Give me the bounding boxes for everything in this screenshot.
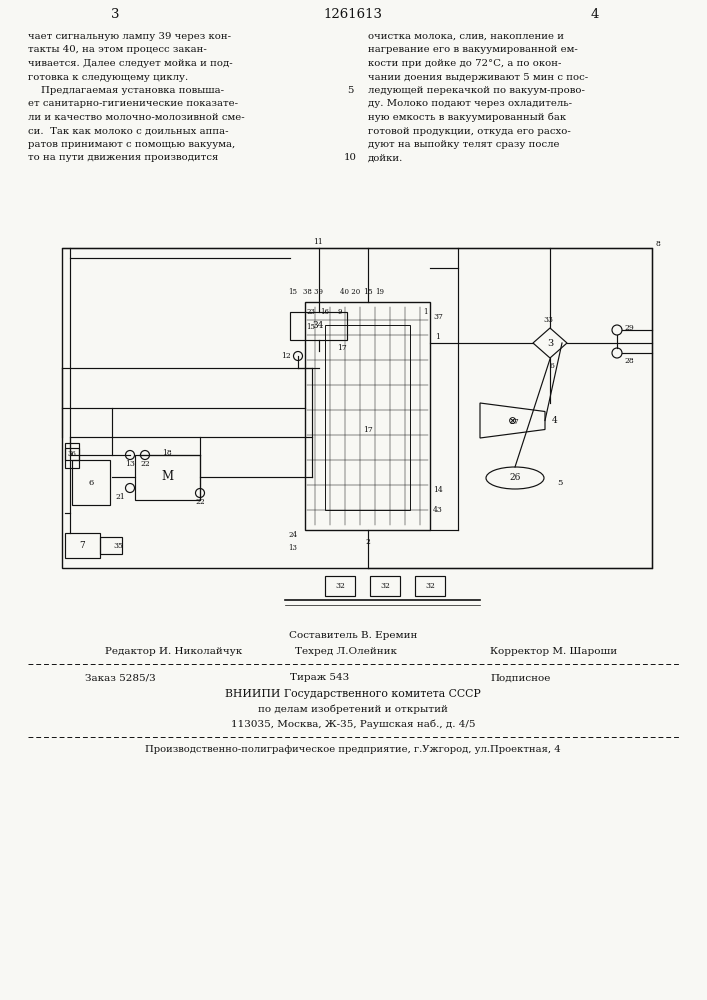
- Text: 8: 8: [655, 240, 660, 248]
- Bar: [325, 576, 355, 596]
- Bar: [325, 325, 410, 510]
- Text: 18: 18: [162, 449, 172, 457]
- Text: 5: 5: [557, 479, 563, 487]
- Bar: [370, 576, 400, 596]
- Text: то на пути движения производится: то на пути движения производится: [28, 153, 218, 162]
- Text: 2: 2: [365, 538, 370, 546]
- Text: 37: 37: [433, 313, 443, 321]
- Bar: [72, 460, 110, 505]
- Text: 11: 11: [314, 238, 323, 246]
- Text: 32: 32: [425, 582, 435, 590]
- Text: ную емкость в вакуумированный бак: ную емкость в вакуумированный бак: [368, 113, 566, 122]
- Text: си.  Так как молоко с доильных аппа-: си. Так как молоко с доильных аппа-: [28, 126, 228, 135]
- Text: Тираж 543: Тираж 543: [290, 674, 349, 682]
- Text: 22: 22: [140, 460, 150, 468]
- Text: Редактор И. Николайчук: Редактор И. Николайчук: [105, 647, 243, 656]
- Text: 4: 4: [552, 416, 558, 425]
- Bar: [100, 537, 122, 554]
- Text: чает сигнальную лампу 39 через кон-: чает сигнальную лампу 39 через кон-: [28, 32, 231, 41]
- Text: 7: 7: [79, 542, 85, 550]
- Text: 1: 1: [423, 308, 427, 316]
- Bar: [65, 533, 100, 558]
- Text: 5: 5: [347, 86, 354, 95]
- Text: 13: 13: [288, 544, 298, 552]
- Text: готовой продукции, откуда его расхо-: готовой продукции, откуда его расхо-: [368, 126, 571, 135]
- Text: 16: 16: [320, 308, 329, 316]
- Text: ратов принимают с помощью вакуума,: ратов принимают с помощью вакуума,: [28, 140, 235, 149]
- Text: 3: 3: [547, 338, 553, 348]
- Text: ВНИИПИ Государственного комитета СССР: ВНИИПИ Государственного комитета СССР: [225, 689, 481, 699]
- Text: 3: 3: [111, 8, 119, 21]
- Text: 1261613: 1261613: [324, 8, 382, 21]
- Bar: [135, 455, 200, 500]
- Text: 24: 24: [288, 531, 298, 539]
- Text: 10: 10: [344, 153, 356, 162]
- Text: 36: 36: [68, 450, 76, 458]
- Text: Техред Л.Олейник: Техред Л.Олейник: [295, 647, 397, 656]
- Text: ли и качество молочно-молозивной сме-: ли и качество молочно-молозивной сме-: [28, 113, 245, 122]
- Text: готовка к следующему циклу.: готовка к следующему циклу.: [28, 73, 188, 82]
- Text: Предлагаемая установка повыша-: Предлагаемая установка повыша-: [28, 86, 224, 95]
- Text: 26: 26: [509, 474, 520, 483]
- Text: 21: 21: [115, 493, 125, 501]
- Text: 33: 33: [543, 316, 553, 324]
- Text: 6: 6: [549, 362, 554, 370]
- Text: ⊗: ⊗: [508, 416, 518, 426]
- Text: 9: 9: [338, 308, 342, 316]
- Text: 28: 28: [624, 357, 634, 365]
- Text: 13: 13: [125, 460, 135, 468]
- Text: 32: 32: [380, 582, 390, 590]
- Text: ет санитарно-гигиенические показате-: ет санитарно-гигиенические показате-: [28, 100, 238, 108]
- Text: Заказ 5285/3: Заказ 5285/3: [85, 674, 156, 682]
- Text: нагревание его в вакуумированной ем-: нагревание его в вакуумированной ем-: [368, 45, 578, 54]
- Text: 17: 17: [363, 426, 373, 434]
- Text: Подписное: Подписное: [490, 674, 550, 682]
- Text: очистка молока, слив, накопление и: очистка молока, слив, накопление и: [368, 32, 564, 41]
- Bar: [290, 312, 347, 340]
- Text: чании доения выдерживают 5 мин с пос-: чании доения выдерживают 5 мин с пос-: [368, 73, 588, 82]
- Bar: [415, 576, 445, 596]
- Text: 29: 29: [624, 324, 634, 332]
- Text: Составитель В. Еремин: Составитель В. Еремин: [289, 631, 417, 640]
- Bar: [65, 448, 79, 460]
- Text: 40 20: 40 20: [340, 288, 360, 296]
- Text: 38 39: 38 39: [303, 288, 323, 296]
- Bar: [62, 248, 652, 568]
- Text: 15: 15: [307, 323, 315, 331]
- Text: 14: 14: [433, 486, 443, 494]
- Text: 15: 15: [288, 288, 298, 296]
- Text: чивается. Далее следует мойка и под-: чивается. Далее следует мойка и под-: [28, 59, 233, 68]
- Text: дуют на выпойку телят сразу после: дуют на выпойку телят сразу после: [368, 140, 559, 149]
- Text: 19: 19: [375, 288, 385, 296]
- Text: 1: 1: [436, 333, 440, 341]
- Text: 34: 34: [312, 322, 325, 330]
- Text: 6: 6: [88, 479, 93, 487]
- Text: 32: 32: [335, 582, 345, 590]
- Text: Корректор М. Шароши: Корректор М. Шароши: [490, 647, 617, 656]
- Bar: [305, 302, 430, 530]
- Text: М: М: [161, 471, 173, 484]
- Text: 17: 17: [337, 344, 347, 352]
- Text: такты 40, на этом процесс закан-: такты 40, на этом процесс закан-: [28, 45, 206, 54]
- Text: кости при дойке до 72°С, а по окон-: кости при дойке до 72°С, а по окон-: [368, 59, 561, 68]
- Text: ледующей перекачкой по вакуум-прово-: ледующей перекачкой по вакуум-прово-: [368, 86, 585, 95]
- Bar: [65, 443, 79, 468]
- Text: ду. Молоко подают через охладитель-: ду. Молоко подают через охладитель-: [368, 100, 572, 108]
- Text: по делам изобретений и открытий: по делам изобретений и открытий: [258, 704, 448, 714]
- Text: 35: 35: [113, 542, 123, 550]
- Text: 15: 15: [363, 288, 373, 296]
- Text: 23: 23: [307, 308, 315, 316]
- Text: дойки.: дойки.: [368, 153, 404, 162]
- Text: Производственно-полиграфическое предприятие, г.Ужгород, ул.Проектная, 4: Производственно-полиграфическое предприя…: [145, 746, 561, 754]
- Text: 43: 43: [433, 506, 443, 514]
- Text: 22: 22: [195, 498, 205, 506]
- Text: 113035, Москва, Ж-35, Раушская наб., д. 4/5: 113035, Москва, Ж-35, Раушская наб., д. …: [230, 719, 475, 729]
- Text: 27: 27: [510, 418, 520, 426]
- Text: 4: 4: [591, 8, 600, 21]
- Text: 12: 12: [281, 352, 291, 360]
